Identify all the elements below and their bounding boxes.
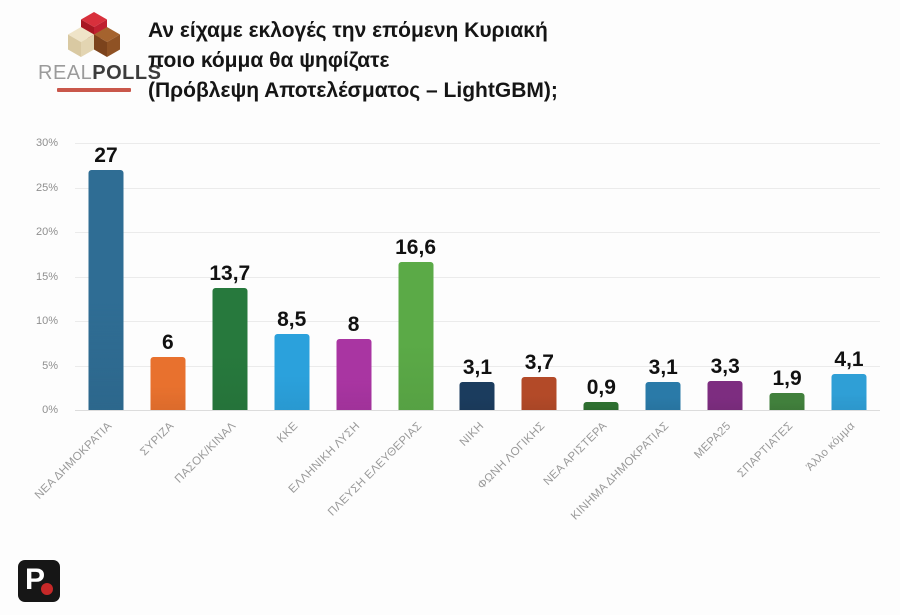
bar-column: 3,1 ΚΙΝΗΜΑ ΔΗΜΟΚΡΑΤΙΑΣ — [569, 143, 694, 522]
bar-value-label: 3,3 — [710, 354, 740, 378]
p-logo: P — [18, 560, 60, 602]
x-axis-label: Άλλο κόμμα — [804, 420, 858, 474]
x-axis-line — [75, 410, 880, 411]
gridline — [75, 276, 880, 278]
bar-value-label: 3,1 — [462, 356, 493, 380]
x-axis-label: ΜΕΡΑ25 — [692, 420, 734, 462]
bar-column: 13,7 ΠΑΣΟΚ/ΚΙΝΑΛ — [173, 143, 261, 485]
bar-value-label: 3,1 — [648, 356, 678, 380]
x-axis-label: ΚΙΝΗΜΑ ΔΗΜΟΚΡΑΤΙΑΣ — [569, 420, 672, 523]
realpolls-wordmark: REALPOLLS — [38, 62, 161, 85]
bar — [212, 288, 248, 410]
bar-value-label: 27 — [94, 143, 118, 167]
brand-real: REAL — [38, 62, 93, 84]
title-line-3: (Πρόβλεψη Αποτελέσματος – LightGBM); — [148, 79, 558, 102]
plot-area: 0% 5% 10% 15% 20% 25% 30% 27 ΝΕΑ ΔΗΜΟΚΡΑΤΙΑ 6 ΣΥΡΙ… — [33, 137, 880, 522]
bar — [583, 402, 619, 410]
realpolls-logo: REALPOLLS — [38, 10, 161, 102]
bar — [521, 377, 557, 410]
bar-value-label: 4,1 — [834, 347, 864, 371]
gridline — [75, 143, 880, 144]
bar-value-label: 0,9 — [586, 376, 616, 399]
logo-tagline-bar — [57, 88, 131, 92]
bar-column: 4,1 Άλλο κόμμα — [804, 143, 880, 473]
y-tick-label: 10% — [35, 315, 58, 327]
p-logo-letter: P — [25, 563, 46, 596]
bar — [336, 338, 372, 410]
bar-chart: 0% 5% 10% 15% 20% 25% 30% 27 ΝΕΑ ΔΗΜΟΚΡΑΤΙΑ 6 ΣΥΡΙ… — [0, 130, 900, 560]
bar-value-label: 13,7 — [209, 262, 251, 286]
bar-column: 16,6 ΠΛΕΥΣΗ ΕΛΕΥΘΕΡΙΑΣ — [326, 143, 447, 518]
x-axis-label: ΕΛΛΗΝΙΚΗ ΛΥΣΗ — [286, 420, 363, 496]
y-tick-label: 5% — [42, 359, 58, 372]
bar — [274, 334, 310, 410]
bar-column: 1,9 ΣΠΑΡΤΙΑΤΕΣ — [736, 143, 818, 480]
bar — [707, 380, 743, 410]
bar-column: 3,7 ΦΩΝΗ ΛΟΓΙΚΗΣ — [476, 143, 570, 492]
p-logo-red-dot — [41, 583, 53, 595]
gridline — [75, 365, 880, 367]
x-axis-label: ΚΚΕ — [274, 420, 301, 446]
bar — [88, 169, 124, 410]
x-axis-label: ΠΛΕΥΣΗ ΕΛΕΥΘΕΡΙΑΣ — [325, 420, 425, 519]
page-title: Αν είχαμε εκλογές την επόμενη Κυριακή πο… — [148, 16, 708, 106]
bar — [459, 382, 495, 410]
gridline — [75, 187, 880, 189]
cubes-icon — [68, 12, 120, 57]
bar-value-label: 8 — [347, 312, 360, 336]
bar — [398, 262, 434, 410]
bar-value-label: 16,6 — [395, 236, 436, 260]
bar-column: 27 ΝΕΑ ΔΗΜΟΚΡΑΤΙΑ — [33, 143, 137, 502]
brand-polls: POLLS — [92, 62, 162, 84]
gridline — [75, 321, 880, 322]
y-tick-label: 20% — [35, 226, 58, 238]
bar-column: 3,1 ΝΙΚΗ — [447, 143, 509, 449]
y-tick-label: 30% — [35, 137, 58, 149]
bar — [831, 373, 867, 410]
x-axis-label: ΝΙΚΗ — [457, 420, 486, 449]
bar — [769, 393, 805, 410]
x-axis-label: ΦΩΝΗ ΛΟΓΙΚΗΣ — [476, 420, 548, 492]
x-axis-label: ΠΑΣΟΚ/ΚΙΝΑΛ — [172, 420, 239, 486]
bar-column: 3,3 ΜΕΡΑ25 — [692, 143, 756, 461]
bar-value-label: 1,9 — [772, 367, 802, 391]
y-tick-label: 0% — [42, 404, 58, 416]
y-tick-label: 25% — [35, 181, 58, 194]
bar — [645, 382, 681, 410]
bar-value-label: 3,7 — [524, 351, 554, 375]
x-axis-label: ΣΥΡΙΖΑ — [138, 420, 177, 459]
x-axis-label: ΣΠΑΡΤΙΑΤΕΣ — [735, 420, 796, 480]
gridline — [75, 232, 880, 233]
bar-column: 0,9 ΝΕΑ ΑΡΙΣΤΕΡΑ — [542, 143, 632, 488]
bar-column: 8 ΕΛΛΗΝΙΚΗ ΛΥΣΗ — [286, 143, 385, 496]
bar-column: 8,5 ΚΚΕ — [261, 143, 323, 445]
bar-column: 6 ΣΥΡΙΖΑ — [137, 143, 199, 458]
title-line-2: ποιο κόμμα θα ψηφίζατε — [148, 49, 390, 72]
bar-columns: 27 ΝΕΑ ΔΗΜΟΚΡΑΤΙΑ 6 ΣΥΡΙΖΑ 13,7 ΠΑΣΟΚ/ΚΙΝΑΛ 8,… — [33, 143, 880, 522]
bar-value-label: 8,5 — [277, 308, 307, 332]
bar-value-label: 6 — [162, 330, 174, 354]
bar — [150, 356, 186, 410]
y-tick-label: 15% — [35, 270, 58, 283]
title-line-1: Αν είχαμε εκλογές την επόμενη Κυριακή — [148, 19, 548, 42]
x-axis-label: ΝΕΑ ΑΡΙΣΤΕΡΑ — [541, 420, 610, 488]
